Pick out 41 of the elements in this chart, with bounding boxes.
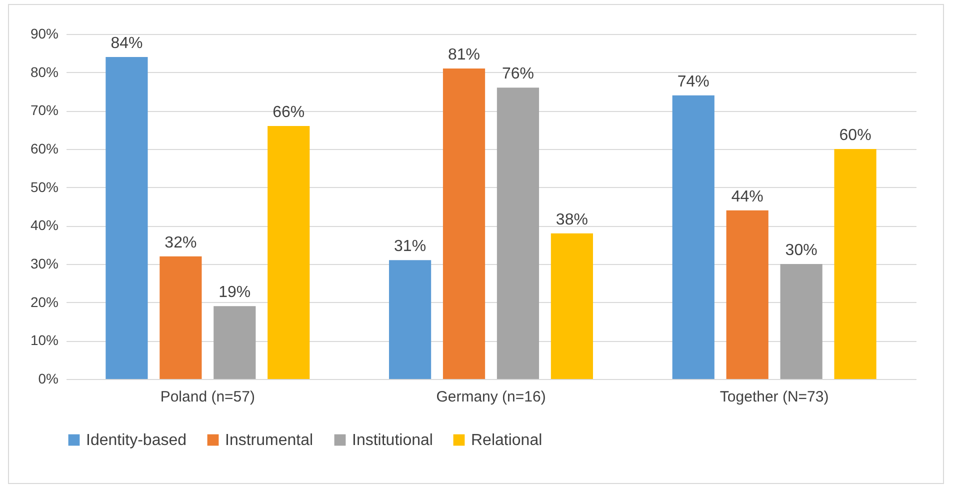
y-tick-label: 50%	[30, 178, 58, 195]
data-label: 38%	[556, 211, 588, 228]
bar	[160, 256, 202, 379]
y-tick-label: 60%	[30, 140, 58, 156]
x-tick-label: Germany (n=16)	[436, 388, 546, 406]
data-label: 76%	[502, 66, 534, 83]
y-tick-label: 40%	[30, 217, 58, 234]
bar	[442, 68, 486, 379]
bar	[106, 57, 148, 379]
legend-label: Identity-based	[86, 432, 187, 449]
legend-label: Relational	[471, 432, 542, 449]
data-label: 60%	[839, 127, 872, 144]
legend-label: Institutional	[352, 432, 433, 449]
y-tick-label: 30%	[30, 256, 58, 272]
y-tick-label: 90%	[30, 26, 58, 42]
bar	[726, 210, 768, 379]
bar	[268, 126, 310, 379]
y-tick-label: 70%	[30, 102, 58, 118]
bar	[834, 149, 876, 379]
data-label: 32%	[164, 234, 197, 252]
y-tick-label: 10%	[30, 332, 58, 348]
data-label: 31%	[394, 238, 426, 256]
data-label: 74%	[677, 73, 710, 90]
bar	[780, 264, 822, 379]
y-tick-label: 80%	[30, 64, 58, 80]
legend-label: Instrumental	[225, 432, 314, 449]
y-tick-label: 0%	[38, 370, 58, 386]
bar	[672, 95, 714, 379]
bar	[496, 88, 540, 379]
x-tick-label: Together (N=73)	[720, 388, 829, 406]
bar	[550, 233, 593, 379]
data-label: 81%	[448, 46, 480, 64]
x-tick-label: Poland (n=57)	[160, 388, 255, 406]
data-label: 66%	[272, 104, 305, 121]
bar	[214, 306, 256, 379]
y-tick-label: 20%	[30, 294, 58, 310]
bar	[389, 260, 432, 379]
data-label: 19%	[218, 284, 251, 302]
data-label: 30%	[785, 242, 818, 259]
data-label: 44%	[731, 188, 764, 206]
data-label: 84%	[110, 35, 143, 52]
